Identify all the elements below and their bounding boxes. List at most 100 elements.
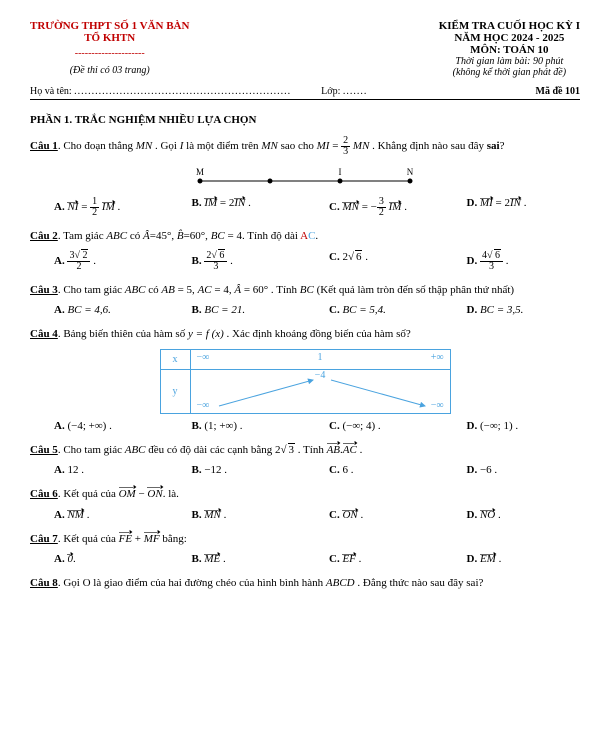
exam-note: (không kể thời gian phát đề) [439, 67, 580, 78]
q2-opt-d: D. 463 . [443, 251, 581, 272]
q6-opt-a: A. NM . [30, 509, 168, 521]
q3-opt-d: D. BC = 3,5. [443, 304, 581, 316]
header-right: KIỂM TRA CUỐI HỌC KỲ I NĂM HỌC 2024 - 20… [439, 20, 580, 78]
question-1: Câu 1. Cho đoạn thẳng MN . Gọi I là một … [30, 136, 580, 157]
student-name: Họ và tên: .............................… [30, 86, 321, 97]
q4-options: A. (−4; +∞) . B. (1; +∞) . C. (−∞; 4) . … [30, 420, 580, 432]
dept: TỔ KHTN [30, 32, 189, 44]
q2-opt-b: B. 263 . [168, 251, 306, 272]
q1-label: Câu 1 [30, 140, 58, 152]
class-label: Lớp: [321, 86, 343, 97]
q7-opt-b: B. ME . [168, 553, 306, 565]
q1-options: A. NI = 12 IM . B. IM = 2IN . C. MN = −3… [30, 197, 580, 218]
q1-opt-c: C. MN = −32 IM . [305, 197, 443, 218]
q1-mn2: MN [261, 140, 278, 152]
tv-x-row: −∞ 1 +∞ [190, 349, 450, 369]
q4-opt-c: C. (−∞; 4) . [305, 420, 443, 432]
q1-t5: . Khẳng định nào sau đây [369, 140, 486, 152]
q7-options: A. 0. B. ME . C. EF . D. EM . [30, 553, 580, 565]
q7-opt-d: D. EM . [443, 553, 581, 565]
class: Lớp: ....... [321, 86, 467, 97]
fig-M: M [196, 167, 204, 177]
q1-frac: 23 [341, 136, 350, 157]
header-dash: --------------------- [30, 48, 189, 59]
variation-table: x −∞ 1 +∞ y −4 −∞ −∞ [160, 349, 451, 414]
q7-opt-c: C. EF . [305, 553, 443, 565]
tv-x-label: x [160, 349, 190, 369]
q5-opt-d: D. −6 . [443, 464, 581, 476]
q1-den: 3 [341, 147, 350, 157]
exam-title: KIỂM TRA CUỐI HỌC KỲ I [439, 20, 580, 32]
q1-opt-b: B. IM = 2IN . [168, 197, 306, 218]
question-3: Câu 3. Cho tam giác ABC có AB = 5, AC = … [30, 282, 580, 299]
fig-I: I [339, 167, 342, 177]
exam-header: TRƯỜNG THPT SỐ 1 VĂN BÀN TỔ KHTN -------… [30, 20, 580, 78]
q6-opt-d: D. NO . [443, 509, 581, 521]
q1a-v2: IM [102, 201, 115, 213]
exam-code: Mã đề 101 [467, 86, 580, 97]
q3-opt-a: A. BC = 4,6. [30, 304, 168, 316]
q5-opt-c: C. 6 . [305, 464, 443, 476]
header-left: TRƯỜNG THPT SỐ 1 VĂN BÀN TỔ KHTN -------… [30, 20, 189, 78]
q8-label: Câu 8 [30, 577, 58, 589]
q1-t1: . Cho đoạn thẳng [58, 140, 136, 152]
exam-year: NĂM HỌC 2024 - 2025 [439, 32, 580, 44]
q3-opt-c: C. BC = 5,4. [305, 304, 443, 316]
q2-options: A. 322 . B. 263 . C. 26 . D. 463 . [30, 251, 580, 272]
q1-figure: M I N [30, 165, 580, 189]
segment-svg: M I N [185, 165, 425, 189]
q3-label: Câu 3 [30, 284, 58, 296]
q1-q: ? [500, 140, 505, 152]
q5-label: Câu 5 [30, 444, 58, 456]
q4-label: Câu 4 [30, 328, 58, 340]
q1a-l: A. [54, 201, 65, 213]
q2-opt-c: C. 26 . [305, 251, 443, 272]
q7-label: Câu 7 [30, 533, 58, 545]
exam-subject: MÔN: TOÁN 10 [439, 44, 580, 56]
q5-opt-b: B. −12 . [168, 464, 306, 476]
question-7: Câu 7. Kết quả của FE + MF bằng: [30, 531, 580, 548]
name-dots: ........................................… [74, 86, 291, 97]
q4-opt-d: D. (−∞; 1) . [443, 420, 581, 432]
fig-N: N [407, 167, 414, 177]
q1-t4: sao cho [278, 140, 317, 152]
q7-opt-a: A. 0. [30, 553, 168, 565]
q3-options: A. BC = 4,6. B. BC = 21. C. BC = 5,4. D.… [30, 304, 580, 316]
q1-mn3: MN [353, 140, 370, 152]
q4-opt-a: A. (−4; +∞) . [30, 420, 168, 432]
q6-label: Câu 6 [30, 488, 58, 500]
question-4: Câu 4. Bảng biến thiên của hàm số y = f … [30, 326, 580, 343]
tv-y-row: −4 −∞ −∞ [190, 369, 450, 413]
school-name: TRƯỜNG THPT SỐ 1 VĂN BÀN [30, 20, 189, 32]
info-row: Họ và tên: .............................… [30, 86, 580, 100]
tv-y-label: y [160, 369, 190, 413]
q5-options: A. 12 . B. −12 . C. 6 . D. −6 . [30, 464, 580, 476]
q1a-v1: NI [67, 201, 78, 213]
question-2: Câu 2. Tam giác ABC có Â=45°, B̂=60°, BC… [30, 228, 580, 245]
q2-ac-a: A [300, 230, 308, 242]
q1-opt-d: D. MI = 2IN . [443, 197, 581, 218]
q3-opt-b: B. BC = 21. [168, 304, 306, 316]
q2-label: Câu 2 [30, 230, 58, 242]
q2-opt-a: A. 322 . [30, 251, 168, 272]
q4-opt-b: B. (1; +∞) . [168, 420, 306, 432]
section-1-title: PHẦN 1. TRẮC NGHIỆM NHIỀU LỰA CHỌN [30, 114, 580, 126]
question-6: Câu 6. Kết quả của OM − ON. là. [30, 486, 580, 503]
pages-note: (Đề thi có 03 trang) [30, 65, 189, 76]
q6-opt-c: C. ON . [305, 509, 443, 521]
q1-t2: . Gọi [152, 140, 180, 152]
question-8: Câu 8. Gọi O là giao điểm của hai đường … [30, 575, 580, 592]
class-dots: ....... [343, 86, 368, 97]
question-5: Câu 5. Cho tam giác ABC đều có độ dài cá… [30, 442, 580, 459]
q6-opt-b: B. MN . [168, 509, 306, 521]
q1-opt-a: A. NI = 12 IM . [30, 197, 168, 218]
q1-eq: = [329, 140, 341, 152]
q1-mn: MN [136, 140, 153, 152]
q1-mi: MI [317, 140, 330, 152]
q6-options: A. NM . B. MN . C. ON . D. NO . [30, 509, 580, 521]
q1-sai: sai [487, 140, 500, 152]
exam-duration: Thời gian làm bài: 90 phút [439, 56, 580, 67]
name-label: Họ và tên: [30, 86, 74, 97]
q1-t3: là một điểm trên [183, 140, 261, 152]
q5-opt-a: A. 12 . [30, 464, 168, 476]
